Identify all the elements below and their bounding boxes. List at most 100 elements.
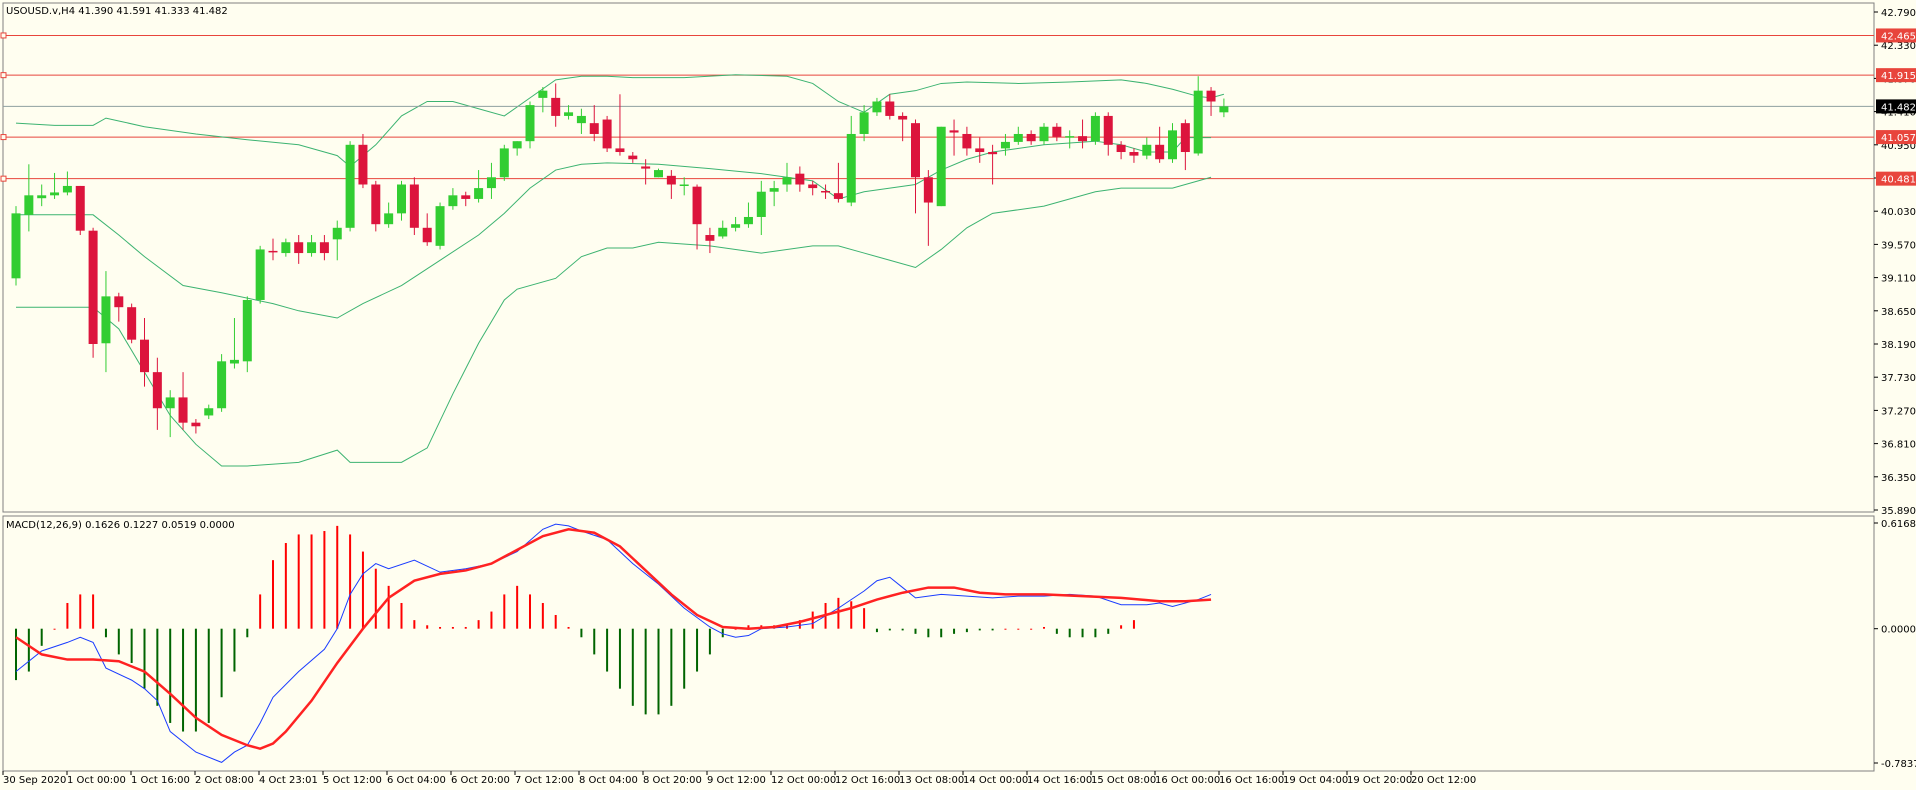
candle-body: [525, 105, 535, 142]
macd-tick-label: -0.7837: [1881, 759, 1916, 770]
macd-histogram-bar: [207, 628, 210, 723]
candle-body: [384, 213, 394, 225]
macd-histogram-bar: [117, 628, 120, 655]
candle-body: [448, 195, 458, 207]
macd-histogram-bar: [863, 608, 866, 629]
candle-body: [1013, 133, 1023, 142]
time-tick-label: 15 Oct 08:00: [1091, 775, 1156, 786]
candle-body: [718, 227, 728, 237]
macd-histogram-bar: [169, 628, 172, 723]
candle-body: [936, 126, 946, 207]
candle-body: [769, 188, 779, 192]
candle-body: [268, 250, 278, 253]
macd-histogram-bar: [721, 628, 724, 638]
time-tick-label: 4 Oct 23:01: [259, 775, 318, 786]
candle-body: [1078, 136, 1088, 142]
price-tick-label: 36.350: [1881, 473, 1916, 484]
time-tick-label: 12 Oct 00:00: [771, 775, 836, 786]
macd-histogram-bar: [451, 626, 454, 629]
macd-histogram-bar: [1055, 628, 1058, 634]
candle-body: [255, 249, 265, 300]
candle-body: [281, 242, 291, 254]
hline-price-tag: [1876, 130, 1916, 145]
hline-handle[interactable]: [0, 32, 7, 39]
hline-price-tag: [1876, 28, 1916, 43]
time-tick-label: 6 Oct 04:00: [387, 775, 446, 786]
candle-body: [872, 101, 882, 113]
macd-histogram-bar: [1030, 628, 1033, 630]
candle-body: [140, 339, 149, 373]
candle-body: [358, 144, 368, 185]
hline-handle[interactable]: [0, 72, 7, 79]
candle-body: [1103, 115, 1113, 145]
price-tick-label: 39.570: [1881, 240, 1916, 251]
candle-body: [37, 195, 47, 199]
candle-body: [75, 185, 85, 231]
time-tick-label: 8 Oct 04:00: [579, 775, 638, 786]
macd-histogram-bar: [40, 628, 43, 646]
candle-body: [332, 227, 342, 240]
candle-body: [461, 195, 471, 199]
candle-body: [486, 177, 496, 189]
candle-body: [641, 166, 651, 169]
candle-body: [1180, 123, 1190, 153]
time-tick-label: 1 Oct 16:00: [131, 775, 190, 786]
macd-histogram-bar: [336, 525, 339, 629]
candle-body: [512, 141, 522, 149]
time-tick-label: 16 Oct 00:00: [1155, 775, 1220, 786]
macd-histogram-bar: [387, 585, 390, 629]
macd-histogram-bar: [978, 628, 981, 631]
time-tick-label: 12 Oct 16:00: [835, 775, 900, 786]
candle-body: [1000, 141, 1010, 149]
macd-histogram-bar: [875, 628, 878, 633]
candle-body: [24, 195, 34, 215]
macd-histogram-bar: [683, 628, 686, 689]
macd-histogram-bar: [297, 534, 300, 629]
candle-body: [782, 177, 792, 185]
candle-body: [474, 188, 484, 199]
candle-body: [731, 224, 741, 228]
macd-histogram-bar: [901, 628, 904, 631]
candle-body: [1065, 136, 1075, 138]
time-tick-label: 16 Oct 16:00: [1219, 775, 1284, 786]
candle-body: [654, 170, 663, 178]
macd-histogram-bar: [734, 628, 737, 630]
macd-histogram: [15, 525, 1135, 732]
candle-body: [397, 184, 406, 214]
candle-body: [821, 190, 831, 193]
candle-body: [178, 397, 188, 423]
candle-body: [808, 184, 818, 189]
current-price-tag: [1876, 99, 1916, 114]
candle-body: [756, 191, 766, 217]
candle-body: [898, 115, 908, 120]
time-tick-label: 14 Oct 00:00: [963, 775, 1028, 786]
macd-tick-label: 0.6168: [1881, 519, 1916, 530]
candle-body: [1052, 126, 1062, 137]
candle-body: [628, 155, 638, 160]
macd-histogram-bar: [156, 628, 159, 706]
time-tick-label: 5 Oct 12:00: [323, 775, 382, 786]
macd-histogram-bar: [798, 620, 801, 629]
bollinger-upper: [15, 74, 1225, 168]
macd-tick-label: 0.0000: [1881, 625, 1916, 636]
macd-line: [15, 523, 1212, 763]
hline-price-tag: [1876, 68, 1916, 83]
hline-handle[interactable]: [0, 134, 7, 141]
candle-body: [307, 242, 317, 254]
macd-histogram-bar: [130, 628, 133, 663]
candle-body: [1193, 90, 1203, 154]
macd-histogram-bar: [747, 625, 750, 629]
hline-handle[interactable]: [0, 175, 7, 182]
price-tick-label: 36.810: [1881, 440, 1916, 451]
time-axis: 30 Sep 2020 1 Oct 00:00 1 Oct 16:00 2 Oct 0…: [2, 771, 1476, 786]
candle-body: [217, 361, 227, 409]
hline-price-tag: [1876, 171, 1916, 186]
macd-histogram-bar: [1094, 628, 1097, 638]
candle-body: [1039, 126, 1049, 142]
hline-price-tag-label: 41.915: [1881, 71, 1916, 82]
macd-histogram-bar: [1004, 628, 1007, 630]
time-tick-label: 1 Oct 00:00: [67, 775, 126, 786]
price-tick-label: 40.950: [1881, 141, 1916, 152]
candle-body: [962, 133, 972, 149]
candle-body: [911, 123, 920, 178]
